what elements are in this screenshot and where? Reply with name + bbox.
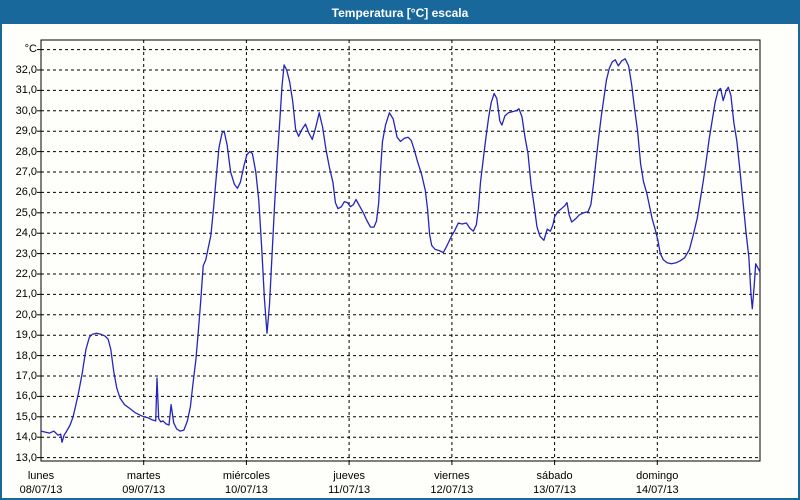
- y-tick-label: 30,0: [15, 104, 37, 117]
- x-day-label: miércoles 10/07/13: [222, 470, 270, 496]
- y-tick-label: 23,0: [15, 247, 37, 260]
- chart-area: °C 32,0 31,0 30,0 29,0 28,0 27,0 26,0 25,0 24,0 23…: [2, 24, 798, 498]
- y-tick-label: 26,0: [15, 186, 37, 199]
- y-tick-label: 25,0: [15, 206, 37, 219]
- y-tick-label: 13,0: [15, 451, 37, 464]
- title-bar: Temperatura [°C] escala: [2, 2, 798, 24]
- x-day-label: martes 09/07/13: [122, 470, 166, 496]
- y-tick-label: 29,0: [15, 125, 37, 138]
- y-tick-label: 17,0: [15, 370, 37, 382]
- y-tick-label: 22,0: [15, 268, 37, 280]
- x-day-label: sábado 13/07/13: [533, 470, 576, 496]
- chart-title: Temperatura [°C] escala: [331, 6, 469, 20]
- temperature-line: [40, 58, 761, 443]
- y-tick-label: 18,0: [15, 349, 37, 362]
- x-day-label: jueves 11/07/13: [328, 470, 371, 496]
- x-day-label: viernes 12/07/13: [430, 470, 474, 496]
- y-tick-label: 32,0: [15, 64, 37, 76]
- y-tick-label: 20,0: [15, 308, 37, 321]
- y-tick-label: 24,0: [15, 227, 37, 240]
- x-day-label: domingo 14/07/13: [635, 470, 679, 496]
- y-axis-unit: °C: [24, 42, 37, 55]
- y-tick-label: 21,0: [15, 288, 37, 301]
- y-tick-label: 15,0: [15, 410, 37, 423]
- y-tick-label: 27,0: [15, 166, 37, 178]
- y-tick-label: 16,0: [15, 390, 37, 403]
- y-tick-label: 31,0: [15, 84, 37, 97]
- x-day-label: lunes 08/07/13: [19, 470, 63, 496]
- y-tick-label: 28,0: [15, 145, 37, 158]
- y-tick-label: 14,0: [15, 431, 37, 444]
- y-tick-label: 19,0: [15, 329, 37, 342]
- temperature-plot: [37, 39, 761, 465]
